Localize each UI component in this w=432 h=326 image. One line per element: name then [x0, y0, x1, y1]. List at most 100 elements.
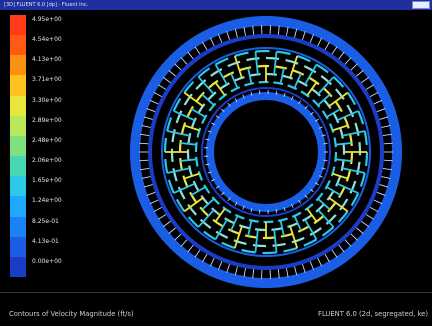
radial-slot	[339, 245, 345, 252]
serpentine-arc	[275, 66, 287, 68]
serpentine-arc	[250, 74, 261, 76]
radial-slot	[356, 70, 363, 76]
serpentine-arc	[330, 124, 333, 133]
radial-slot	[310, 261, 313, 269]
radial-slot	[310, 34, 313, 42]
status-bar: Contours of Velocity Magnitude (ft/s) FL…	[0, 292, 432, 326]
serpentine-connector	[235, 226, 242, 248]
inner-slot	[323, 160, 327, 161]
radial-slot	[169, 70, 176, 76]
serpentine-connector	[336, 143, 352, 145]
radial-slot	[158, 215, 166, 220]
serpentine-arc	[172, 149, 173, 162]
serpentine-connector	[307, 82, 316, 95]
serpentine-arc	[220, 83, 229, 89]
radial-slot	[235, 266, 237, 275]
serpentine-arc	[277, 52, 291, 54]
radial-slot	[188, 52, 194, 59]
radial-slot	[154, 207, 162, 211]
serpentine-arc	[328, 203, 336, 212]
serpentine-arc	[245, 235, 257, 237]
serpentine-connector	[307, 209, 316, 222]
radial-slot	[203, 42, 208, 50]
serpentine-arc	[165, 138, 166, 152]
serpentine-arc	[187, 106, 193, 117]
radial-slot	[302, 31, 305, 40]
radial-slot	[377, 109, 385, 112]
serpentine-arc	[194, 181, 199, 191]
serpentine-arc	[339, 187, 345, 198]
radial-slot	[195, 250, 200, 257]
radial-slot	[374, 200, 382, 204]
serpentine-connector	[290, 56, 297, 78]
plot-description: Contours of Velocity Magnitude (ft/s)	[9, 310, 134, 318]
radial-slot	[345, 58, 351, 65]
radial-slot	[351, 234, 357, 240]
radial-slot	[210, 38, 214, 46]
radial-slot	[150, 200, 158, 204]
serpentine-connector	[327, 109, 341, 117]
solver-info: FLUENT 6.0 (2d, segregated, ke)	[318, 310, 428, 318]
radial-slot	[227, 31, 230, 40]
serpentine-connector	[174, 184, 195, 193]
serpentine-arc	[262, 252, 276, 253]
serpentine-arc	[173, 129, 175, 142]
serpentine-arc	[234, 77, 244, 81]
serpentine-arc	[196, 142, 197, 152]
serpentine-arc	[208, 92, 216, 100]
radial-slot	[302, 264, 305, 273]
window-flag-icon[interactable]	[412, 1, 430, 9]
serpentine-arc	[303, 215, 312, 221]
radial-slot	[339, 52, 345, 59]
radial-slot	[154, 92, 162, 96]
serpentine-arc	[335, 152, 336, 162]
radial-slot	[286, 27, 288, 36]
radial-slot	[278, 269, 279, 278]
serpentine-connector	[336, 159, 352, 161]
serpentine-arc	[231, 87, 240, 91]
radial-slot	[140, 134, 149, 135]
radial-slot	[325, 254, 330, 262]
radial-slot	[332, 47, 337, 54]
serpentine-connector	[274, 230, 276, 253]
radial-slot	[318, 38, 322, 46]
radial-slot	[379, 117, 388, 119]
serpentine-connector	[167, 168, 189, 173]
radial-slot	[286, 268, 288, 277]
serpentine-arc	[350, 134, 352, 146]
serpentine-connector	[215, 82, 224, 95]
serpentine-arc	[309, 78, 319, 85]
serpentine-connector	[255, 52, 257, 75]
serpentine-arc	[316, 204, 324, 212]
radial-slot	[188, 245, 194, 252]
radial-slot	[361, 77, 368, 82]
radial-slot	[139, 160, 148, 161]
radial-slot	[235, 29, 237, 38]
serpentine-connector	[255, 230, 257, 253]
radial-slot	[295, 29, 297, 38]
radial-slot	[163, 221, 170, 226]
radial-slot	[253, 269, 254, 278]
radial-slot	[218, 34, 221, 42]
radial-slot	[140, 168, 149, 169]
serpentine-arc	[255, 229, 266, 230]
serpentine-arc	[242, 250, 256, 252]
radial-slot	[139, 143, 148, 144]
serpentine-connector	[274, 52, 276, 75]
serpentine-arc	[287, 223, 297, 227]
serpentine-arc	[292, 213, 301, 217]
serpentine-arc	[334, 137, 335, 147]
serpentine-arc	[365, 131, 367, 145]
serpentine-arc	[253, 245, 266, 246]
inner-slot	[323, 143, 327, 144]
serpentine-connector	[342, 131, 364, 136]
contour-plot[interactable]	[0, 10, 432, 292]
radial-slot	[150, 100, 158, 104]
serpentine-arc	[359, 142, 360, 155]
radial-slot	[147, 192, 155, 195]
radial-slot	[370, 92, 378, 96]
serpentine-arc	[340, 128, 343, 139]
serpentine-arc	[244, 83, 253, 85]
serpentine-connector	[337, 111, 358, 120]
serpentine-arc	[182, 123, 185, 135]
